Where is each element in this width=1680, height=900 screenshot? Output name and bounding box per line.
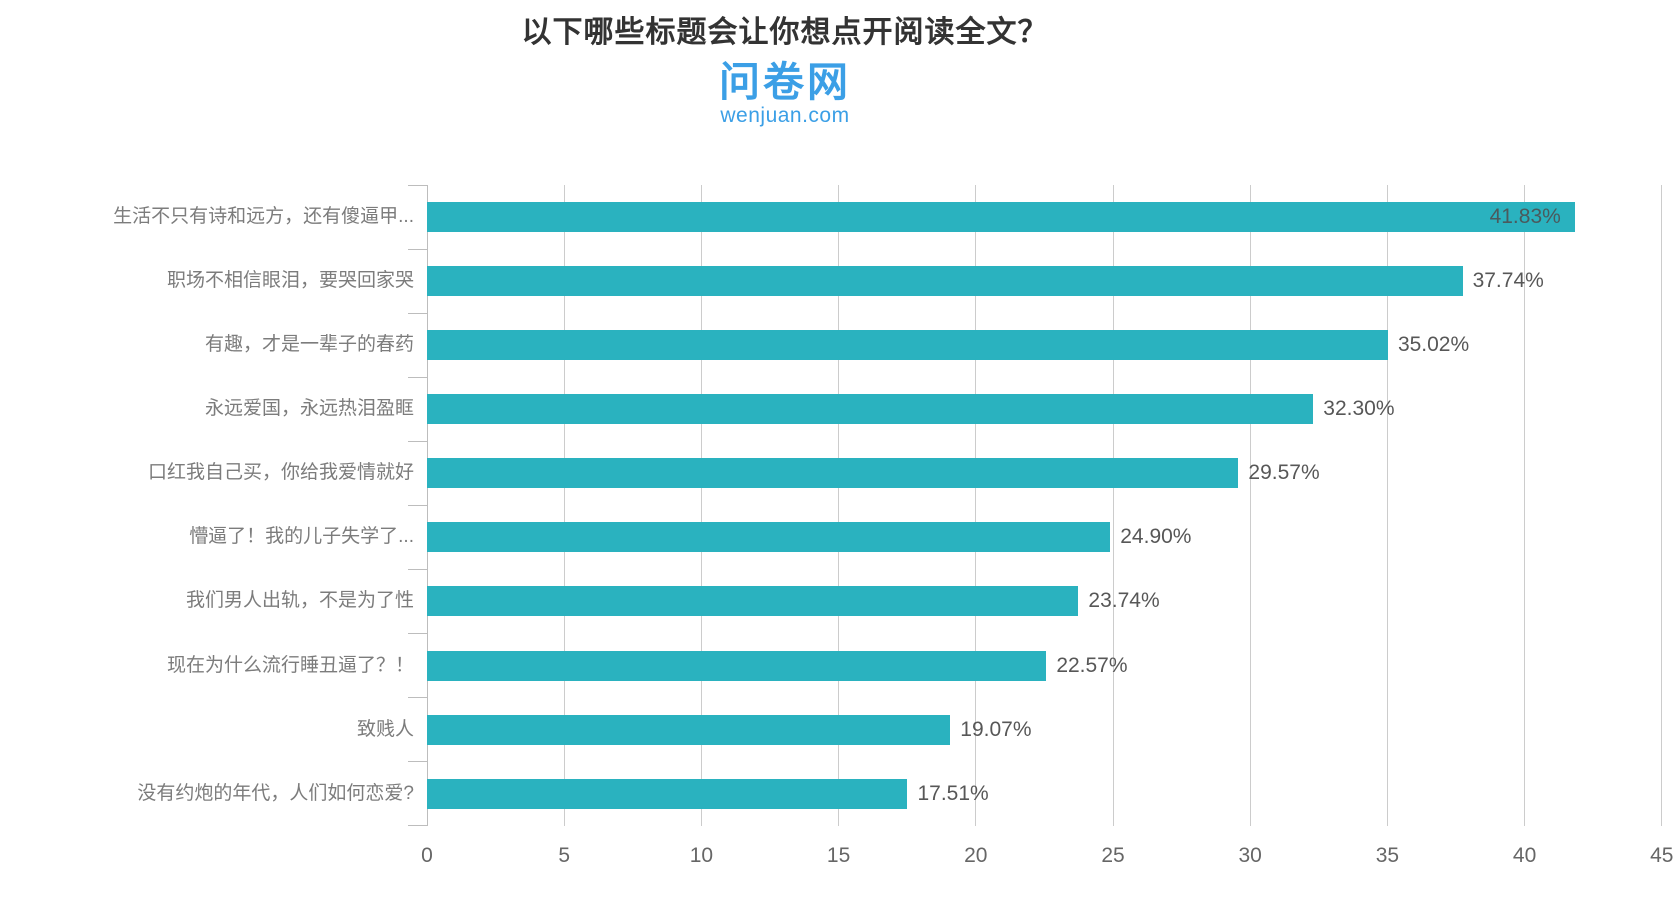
value-label: 23.74% <box>1088 589 1160 613</box>
value-label: 41.83% <box>1489 205 1561 229</box>
bar <box>427 714 951 745</box>
x-tick-label: 25 <box>1101 843 1125 867</box>
bar <box>427 202 1575 233</box>
category-label: 职场不相信眼泪，要哭回家哭 <box>166 270 414 292</box>
x-tick-label: 30 <box>1238 843 1262 867</box>
wenjuan-domain-text: wenjuan.com <box>720 104 850 127</box>
gridline <box>975 185 977 826</box>
chart-title: 以下哪些标题会让你想点开阅读全文？ <box>521 16 1049 49</box>
category-label: 口红我自己买，你给我爱情就好 <box>147 462 414 484</box>
y-axis-tick <box>408 761 427 763</box>
value-label: 29.57% <box>1248 461 1320 485</box>
category-label: 现在为什么流行睡丑逼了？！ <box>166 654 414 676</box>
bar <box>427 778 908 809</box>
x-tick-label: 10 <box>689 843 714 867</box>
y-axis-tick <box>408 568 427 570</box>
category-label: 没有约炮的年代，人们如何恋爱? <box>137 782 414 804</box>
gridline <box>700 185 702 826</box>
x-tick-label: 20 <box>964 843 988 867</box>
bar <box>427 330 1388 361</box>
value-label: 37.74% <box>1472 269 1544 293</box>
bar-chart-plot-area: 41.83% 37.74% 35.02% 32.30% 29.57% 24.90% 23.7… <box>408 184 1663 827</box>
y-axis-tick <box>408 504 427 506</box>
y-axis-tick <box>408 376 427 378</box>
y-axis-tick <box>408 312 427 314</box>
gridline <box>1524 185 1526 826</box>
bar <box>427 522 1111 553</box>
bar <box>427 586 1079 617</box>
value-label: 22.57% <box>1056 653 1128 677</box>
y-axis-tick <box>408 697 427 699</box>
y-axis-tick <box>408 632 427 634</box>
wenjuan-logo: 问卷网 <box>719 59 851 105</box>
bar <box>427 266 1463 297</box>
category-label: 有趣，才是一辈子的春药 <box>204 334 414 356</box>
gridline <box>1249 185 1251 826</box>
x-tick-label: 40 <box>1512 843 1537 867</box>
x-tick-label: 15 <box>826 843 851 867</box>
value-label: 35.02% <box>1397 333 1470 357</box>
gridline <box>1112 185 1114 826</box>
bar <box>427 650 1047 681</box>
y-axis-line <box>427 185 428 826</box>
value-label: 24.90% <box>1120 525 1192 549</box>
y-axis-tick <box>408 184 427 186</box>
gridline <box>563 185 565 826</box>
category-label: 我们男人出轨，不是为了性 <box>185 590 414 612</box>
value-label: 17.51% <box>917 781 989 805</box>
x-tick-label: 35 <box>1375 843 1400 867</box>
y-axis-tick <box>408 248 427 250</box>
gridline <box>838 185 840 826</box>
x-tick-label: 45 <box>1650 843 1674 867</box>
bar <box>427 394 1314 425</box>
bar <box>427 458 1239 489</box>
y-axis-tick <box>408 440 427 442</box>
x-tick-label: 5 <box>558 843 571 867</box>
category-label: 懵逼了！我的儿子失学了... <box>189 526 414 548</box>
value-label: 19.07% <box>960 717 1032 741</box>
chart-header: 以下哪些标题会让你想点开阅读全文？ 问卷网 wenjuan.com <box>0 14 1570 128</box>
x-tick-label: 0 <box>421 843 433 867</box>
category-label: 生活不只有诗和远方，还有傻逼甲... <box>113 206 414 228</box>
y-axis-tick <box>408 825 427 827</box>
category-label: 永远爱国，永远热泪盈眶 <box>204 398 414 420</box>
value-label: 32.30% <box>1323 397 1395 421</box>
gridline <box>1661 185 1663 826</box>
gridline <box>1386 185 1388 826</box>
category-label: 致贱人 <box>356 718 414 740</box>
